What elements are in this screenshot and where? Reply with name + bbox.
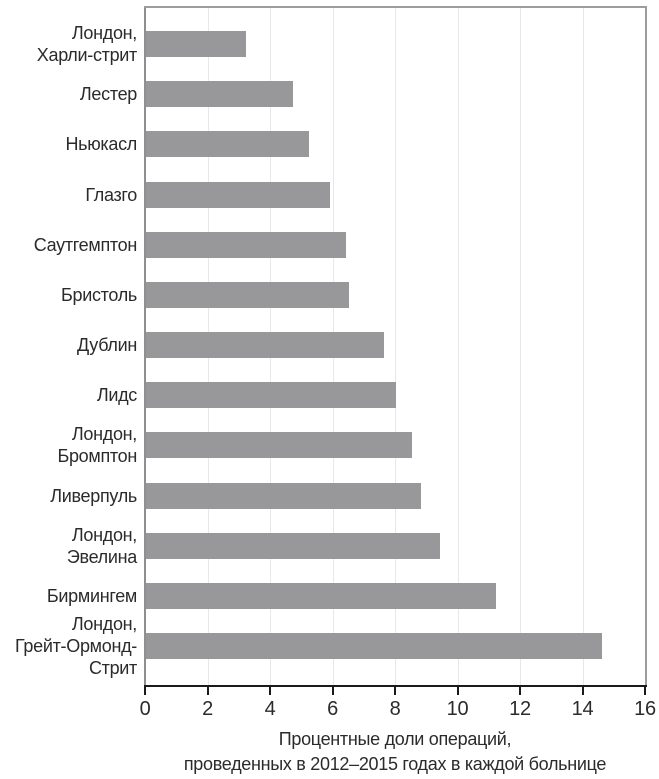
category-label-line: Лондон, bbox=[71, 23, 137, 43]
category-label: Бристоль bbox=[0, 284, 137, 306]
bar bbox=[146, 281, 350, 308]
bar bbox=[146, 332, 384, 359]
tick-mark bbox=[644, 687, 646, 695]
category-label-line: Лидс bbox=[96, 385, 137, 406]
tick-mark bbox=[144, 687, 146, 695]
category-label-line: Лондон, bbox=[71, 614, 137, 635]
tick-label: 2 bbox=[202, 698, 213, 720]
category-label-line: Лондон, bbox=[71, 424, 137, 445]
category-label-line: Дублин bbox=[77, 335, 137, 356]
category-label-line: Лондон, bbox=[71, 524, 137, 545]
x-axis-title-line-1: Процентные доли операций, bbox=[278, 729, 512, 749]
gridline bbox=[457, 8, 459, 685]
tick-label: 10 bbox=[446, 698, 469, 720]
category-label-line: Ньюкасл bbox=[65, 134, 137, 155]
tick-label: 14 bbox=[571, 698, 594, 720]
bar bbox=[146, 181, 331, 208]
category-label-line: Харли-стрит bbox=[36, 45, 138, 65]
category-label: Бирмингем bbox=[0, 585, 137, 607]
bar bbox=[146, 633, 603, 660]
gridline bbox=[395, 8, 396, 685]
tick-mark bbox=[331, 687, 334, 695]
bar bbox=[146, 432, 412, 459]
category-label: Лестер bbox=[0, 83, 137, 105]
tick-mark bbox=[581, 687, 584, 695]
category-label-line: Саутгемптон bbox=[33, 234, 138, 255]
tick-label: 8 bbox=[389, 698, 401, 720]
category-label: Лондон, Бромптон bbox=[0, 423, 137, 467]
category-label: Ньюкасл bbox=[0, 133, 137, 155]
tick-label: 6 bbox=[327, 698, 338, 720]
gridline bbox=[582, 8, 584, 685]
category-label-line: Бирмингем bbox=[46, 585, 137, 606]
category-label: Глазго bbox=[0, 184, 137, 206]
category-label-line: Бромптон bbox=[57, 446, 137, 467]
bar bbox=[146, 482, 421, 509]
bar bbox=[146, 231, 346, 258]
bar bbox=[146, 582, 496, 609]
category-label: Лондон, Эвелина bbox=[0, 524, 137, 568]
tick-label: 0 bbox=[139, 698, 151, 720]
category-label-line: Бристоль bbox=[60, 284, 137, 305]
tick-label: 12 bbox=[509, 698, 531, 720]
plot-frame-top bbox=[144, 6, 647, 8]
tick-mark bbox=[456, 687, 459, 695]
tick-label: 4 bbox=[264, 698, 276, 720]
category-label-line: Глазго bbox=[85, 184, 137, 205]
category-label-line: Грейт-Ормонд- bbox=[15, 636, 137, 657]
bar bbox=[146, 81, 293, 108]
x-axis-title: Процентные доли операций, проведенных в … bbox=[145, 727, 645, 777]
tick-mark bbox=[394, 687, 396, 695]
tick-mark bbox=[519, 687, 521, 695]
bar bbox=[146, 31, 246, 57]
category-label-line: Ливерпуль bbox=[50, 485, 137, 506]
plot-frame-right bbox=[645, 6, 647, 685]
bar bbox=[146, 131, 309, 158]
category-label: Дублин bbox=[0, 334, 137, 356]
category-label: Лидс bbox=[0, 384, 137, 406]
category-label: Лондон, Грейт-Ормонд- Стрит bbox=[0, 613, 137, 679]
category-label-line: Стрит bbox=[88, 658, 137, 679]
category-label-line: Эвелина bbox=[66, 546, 137, 567]
tick-mark bbox=[206, 687, 209, 695]
bar bbox=[146, 382, 396, 409]
category-label: Лондон, Харли-стрит bbox=[0, 22, 138, 66]
category-label-line: Лестер bbox=[79, 84, 137, 105]
tick-mark bbox=[269, 687, 271, 695]
category-label: Ливерпуль bbox=[0, 485, 137, 507]
gridline bbox=[520, 8, 521, 685]
x-axis-title-line-2: проведенных в 2012–2015 годах в каждой б… bbox=[183, 754, 607, 774]
x-axis-line bbox=[144, 685, 647, 687]
bar bbox=[146, 532, 440, 559]
tick-label: 16 bbox=[634, 698, 656, 720]
y-axis-line bbox=[144, 6, 146, 685]
category-label: Саутгемптон bbox=[0, 234, 138, 256]
